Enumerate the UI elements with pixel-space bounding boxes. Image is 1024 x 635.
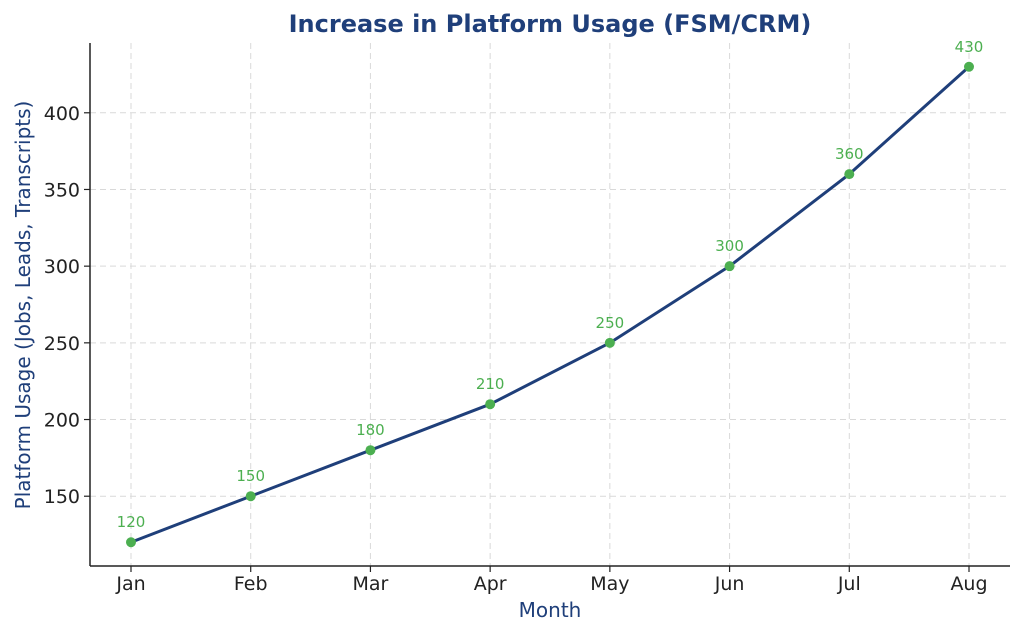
x-tick-label: Apr [474,573,507,595]
y-axis-ticks: 150 200 250 300 350 400 [44,103,90,508]
y-tick-label: 400 [44,103,80,125]
data-label: 360 [835,145,864,163]
y-tick-label: 300 [44,256,80,278]
x-axis-label: Month [519,598,582,622]
x-tick-label: Feb [234,573,268,595]
x-tick-label: Mar [352,573,388,595]
data-point [844,169,855,180]
y-tick-label: 250 [44,333,80,355]
data-label: 210 [476,375,505,393]
x-tick-label: Jun [714,573,745,595]
x-tick-label: Aug [950,573,987,595]
data-label: 430 [955,38,984,56]
series-line [129,65,971,544]
data-labels: 120 150 180 210 250 300 360 430 [117,38,984,531]
y-axis-label: Platform Usage (Jobs, Leads, Transcripts… [11,101,35,510]
data-label: 300 [715,237,744,255]
grid [90,43,1010,566]
data-point [245,491,256,502]
axes [89,43,1010,567]
data-label: 120 [117,513,146,531]
data-label: 250 [596,314,625,332]
data-point [964,61,974,72]
y-tick-label: 350 [44,179,80,201]
data-point [724,261,735,272]
x-axis-ticks: Jan Feb Mar Apr May Jun Jul Aug [115,566,988,595]
x-tick-label: Jan [115,573,145,595]
x-tick-label: Jul [837,573,861,595]
data-label: 150 [236,467,265,485]
data-point [604,337,615,348]
data-point [485,399,496,410]
data-point [126,537,136,548]
data-label: 180 [356,421,385,439]
data-point [365,445,376,456]
y-tick-label: 150 [44,486,80,508]
chart-title: Increase in Platform Usage (FSM/CRM) [289,10,812,38]
y-tick-label: 200 [44,410,80,432]
x-tick-label: May [590,573,629,595]
series [126,61,974,548]
